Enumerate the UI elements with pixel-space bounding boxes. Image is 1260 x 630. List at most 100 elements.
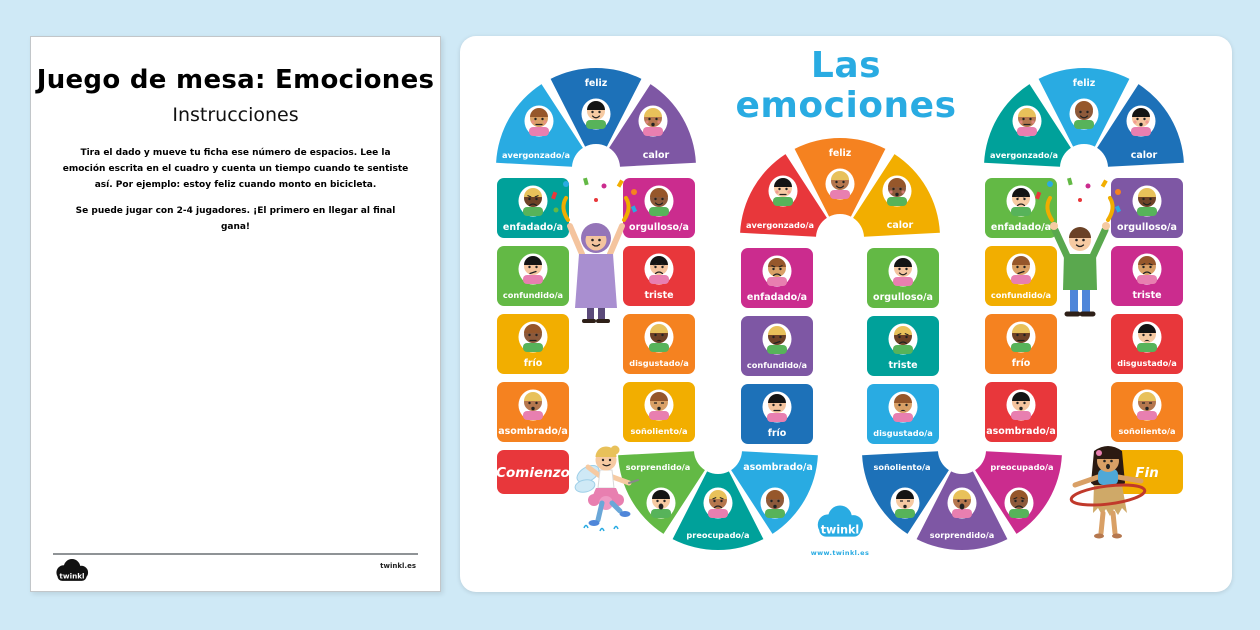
emotion-face-icon [1132, 389, 1162, 421]
board-tile-frío: frío [985, 314, 1057, 374]
tile-label: asombrado/a [743, 462, 813, 473]
emotion-face-icon [947, 487, 977, 519]
tile-label: feliz [585, 78, 608, 89]
confetti [1035, 177, 1122, 213]
emotion-face-icon [518, 321, 548, 353]
character-boy-celebrating [1035, 177, 1122, 317]
board-tile-asombradoa: asombrado/a [985, 382, 1057, 442]
footer-divider [53, 553, 418, 555]
emotion-face-icon [762, 255, 792, 287]
emotion-face-icon [644, 253, 674, 285]
emotion-face-icon [644, 389, 674, 421]
emotion-face-icon [1069, 98, 1099, 130]
emotion-face-icon [890, 487, 920, 519]
tile-label: preocupado/a [686, 530, 749, 540]
tile-label: Fin [1135, 465, 1158, 481]
tile-label: frío [524, 358, 543, 369]
twinkl-logo-board: twinkl www.twinkl.es [796, 504, 884, 557]
tile-label: enfadado/a [991, 222, 1051, 233]
emotion-face-icon [888, 391, 918, 423]
instructions-paragraph-2: Se puede jugar con 2-4 jugadores. ¡El pr… [75, 206, 396, 232]
board-tile-frío: frío [497, 314, 569, 374]
board-tile-calor: calor [853, 154, 940, 237]
board-tile-orgullosoa: orgulloso/a [623, 178, 695, 238]
board-tile-enfadadoa: enfadado/a [741, 248, 813, 308]
tile-label: soñoliento/a [873, 462, 930, 472]
board-tile-soñolientoa: soñoliento/a [1111, 382, 1183, 442]
emotion-face-icon [1132, 185, 1162, 217]
board-tile-feliz: feliz [794, 138, 886, 217]
tile-label: avergonzado/a [990, 150, 1058, 160]
tile-label: sorprendido/a [930, 530, 995, 540]
tile-label: asombrado/a [986, 426, 1056, 437]
board-title: Las emociones [460, 46, 1232, 125]
board-game-page: Comienzo asombrado/a frío confundido/a enfad… [460, 36, 1232, 592]
emotion-face-icon [888, 255, 918, 287]
tile-label: disgustado/a [873, 428, 933, 438]
tile-label: sorprendido/a [626, 462, 691, 472]
board-tile-avergonzadoa: avergonzado/a [740, 154, 827, 237]
tile-label: confundido/a [991, 290, 1051, 300]
tile-label: triste [1132, 290, 1161, 301]
tile-label: confundido/a [503, 290, 563, 300]
tile-label: disgustado/a [1117, 358, 1177, 368]
confetti [551, 177, 638, 213]
emotion-face-icon [1006, 321, 1036, 353]
board-tile-frío: frío [741, 384, 813, 444]
instructions-paragraph-1: Tira el dado y mueve tu ficha ese número… [62, 148, 409, 190]
page-title: Juego de mesa: Emociones [36, 65, 435, 95]
board-tile-enfadadoa: enfadado/a [497, 178, 569, 238]
board-tile-confundidoa: confundido/a [741, 316, 813, 376]
board-tile-preocupadoa: preocupado/a [672, 471, 764, 550]
emotion-face-icon [760, 487, 790, 519]
tile-label: orgulloso/a [1117, 222, 1177, 233]
board-tile-feliz: feliz [1038, 68, 1130, 147]
board-tile-soñolientoa: soñoliento/a [623, 382, 695, 442]
board-title-line1: Las [810, 45, 882, 86]
board-tile-feliz: feliz [550, 68, 642, 147]
character-fairy-girl [574, 445, 639, 532]
tile-label: enfadado/a [747, 292, 807, 303]
twinkl-logo: twinkl [56, 559, 89, 581]
tile-label: feliz [829, 148, 852, 159]
tile-label: orgulloso/a [873, 292, 933, 303]
emotion-face-icon [1132, 321, 1162, 353]
emotion-face-icon [762, 391, 792, 423]
board-tile-sorprendidoa: sorprendido/a [618, 451, 705, 534]
game-board: Comienzo asombrado/a frío confundido/a enfad… [496, 68, 1184, 550]
board-tile-disgustadoa: disgustado/a [1111, 314, 1183, 374]
board-tile-calor: calor [1097, 84, 1184, 167]
emotion-face-icon [518, 185, 548, 217]
board-tile-disgustadoa: disgustado/a [623, 314, 695, 374]
tile-label: calor [887, 220, 914, 231]
tile-label: frío [1012, 358, 1031, 369]
emotion-face-icon [1006, 185, 1036, 217]
emotion-face-icon [646, 487, 676, 519]
board-tile-orgullosoa: orgulloso/a [1111, 178, 1183, 238]
emotion-face-icon [1004, 487, 1034, 519]
tile-label: calor [643, 150, 670, 161]
board-tile-asombradoa: asombrado/a [497, 382, 569, 442]
emotion-face-icon [518, 253, 548, 285]
character-hula-dancer [1069, 446, 1147, 539]
emotion-face-icon [882, 175, 912, 207]
board-title-line2: emociones [735, 84, 957, 126]
emotion-face-icon [1132, 253, 1162, 285]
emotion-face-icon [888, 323, 918, 355]
page-subtitle: Instrucciones [172, 104, 299, 126]
emotion-face-icon [1012, 105, 1042, 137]
board-tile-Comienzo: Comienzo [496, 450, 570, 494]
twinkl-cloud-icon: twinkl [817, 505, 863, 537]
tile-label: Comienzo [496, 465, 570, 481]
emotion-face-icon [581, 98, 611, 130]
board-tile-orgullosoa: orgulloso/a [867, 248, 939, 308]
character-girl-hijab-celebrating [551, 177, 638, 323]
board-tile-disgustadoa: disgustado/a [867, 384, 939, 444]
board-tile-calor: calor [609, 84, 696, 167]
tile-label: frío [768, 428, 787, 439]
board-tile-confundidoa: confundido/a [985, 246, 1057, 306]
tile-label: feliz [1073, 78, 1096, 89]
twinkl-logo-text: twinkl [59, 572, 84, 581]
board-tile-preocupadoa: preocupado/a [975, 451, 1062, 534]
